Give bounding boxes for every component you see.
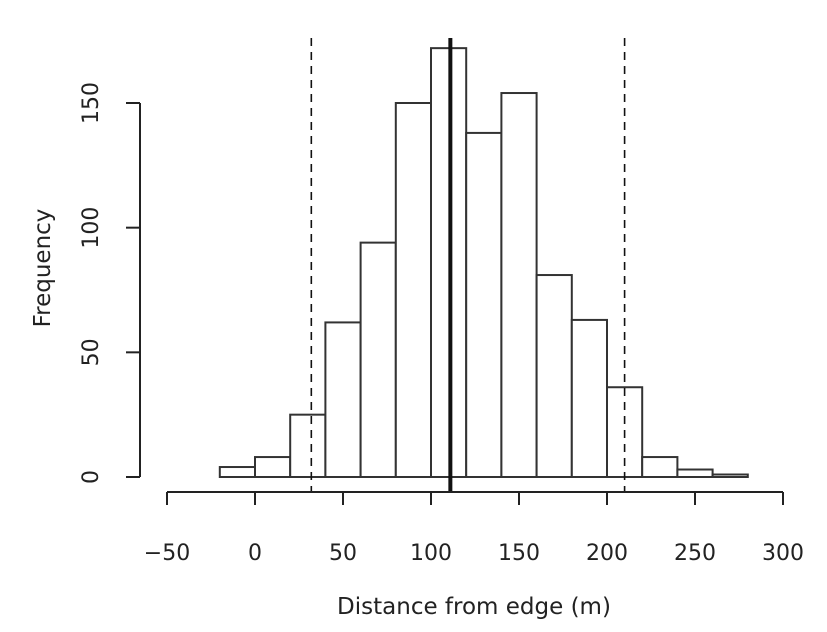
x-tick-label: 100 [410, 541, 452, 566]
y-tick-label: 150 [79, 82, 104, 124]
histogram-bar [324, 321, 362, 478]
x-tick-label: 200 [586, 541, 628, 566]
x-tick-label: 150 [498, 541, 540, 566]
x-axis-title: Distance from edge (m) [337, 594, 611, 620]
histogram-bar [500, 92, 538, 478]
y-tick-label: 50 [79, 338, 104, 366]
x-axis: −50 0 50 100 150 200 250 300 [144, 491, 804, 566]
histogram-bar [465, 131, 503, 478]
histogram-bar [676, 468, 714, 478]
bars-group [218, 47, 749, 479]
histogram-bar [254, 456, 292, 479]
x-tick-label: 250 [674, 541, 716, 566]
y-axis-title: Frequency [30, 209, 56, 328]
reference-lines-group [310, 38, 626, 492]
histogram-bar [535, 274, 573, 479]
histogram-bar [394, 102, 432, 478]
histogram-bar [570, 318, 608, 479]
histogram-bar [289, 413, 327, 478]
y-tick-label: 100 [79, 207, 104, 249]
histogram-bar [359, 241, 397, 478]
histogram-bar [711, 473, 749, 478]
histogram-bar [218, 466, 257, 479]
y-axis: 0 50 100 150 [79, 82, 141, 484]
histogram-bar [641, 456, 679, 479]
x-tick-label: −50 [144, 541, 190, 566]
x-tick-label: 300 [762, 541, 804, 566]
y-tick-label: 0 [79, 470, 104, 484]
x-tick-label: 0 [248, 541, 262, 566]
x-tick-label: 50 [329, 541, 357, 566]
